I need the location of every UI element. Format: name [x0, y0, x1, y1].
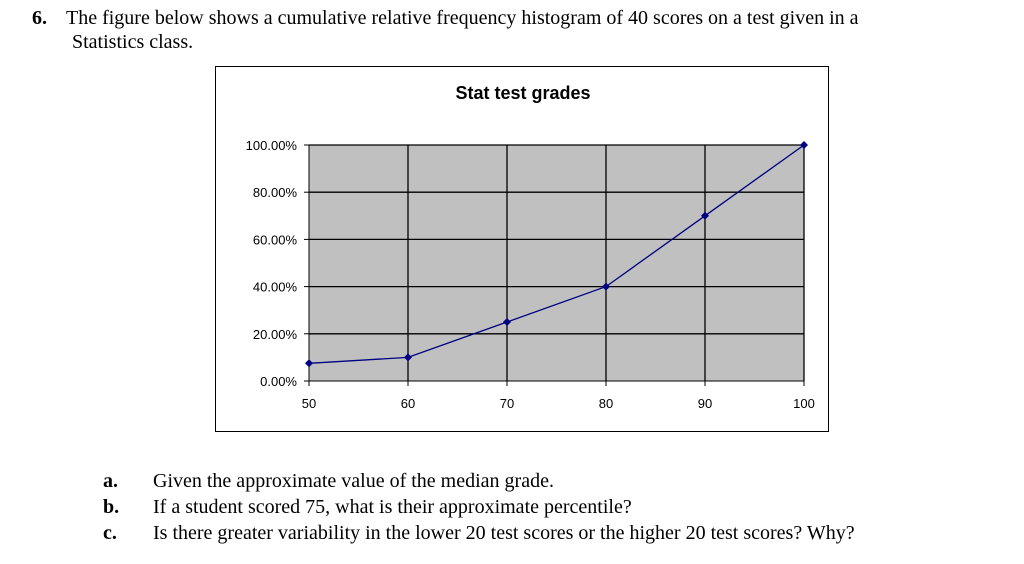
x-tick-label: 90 [698, 396, 712, 411]
question-parts: a. Given the approximate value of the med… [103, 468, 855, 546]
y-tick-label: 40.00% [253, 280, 298, 295]
part-c-text: Is there greater variability in the lowe… [153, 522, 855, 544]
part-b-label: b. [103, 496, 120, 518]
x-tick-label: 100 [793, 396, 815, 411]
data-point [305, 359, 313, 368]
x-tick-label: 60 [401, 396, 415, 411]
question-number: 6. [32, 7, 47, 29]
part-a-label: a. [103, 470, 118, 492]
y-tick-label: 100.00% [246, 138, 298, 153]
data-point [800, 141, 808, 149]
data-point [503, 318, 511, 326]
data-point [701, 211, 709, 220]
chart-svg: Stat test grades 0.00% 20.00% 40.00% 60.00%… [246, 83, 815, 411]
chart: Stat test grades 0.00% 20.00% 40.00% 60.00%… [215, 66, 829, 432]
y-tick-label: 60.00% [253, 232, 298, 247]
x-tick-label: 50 [302, 396, 316, 411]
part-b: b. If a student scored 75, what is their … [103, 494, 855, 520]
plot-area [308, 144, 805, 382]
data-point [404, 353, 412, 362]
part-c-label: c. [103, 522, 117, 544]
y-tick-label: 0.00% [260, 374, 297, 389]
part-a: a. Given the approximate value of the med… [103, 468, 855, 494]
series-line [308, 144, 805, 364]
data-point [602, 282, 610, 291]
question-line-1: The figure below shows a cumulative rela… [66, 7, 859, 29]
question-text: 6. The figure below shows a cumulative re… [32, 6, 1012, 54]
part-c: c. Is there greater variability in the lo… [103, 520, 855, 546]
question-line-2: Statistics class. [72, 31, 194, 53]
x-tick-label: 80 [599, 396, 613, 411]
x-tick-label: 70 [500, 396, 514, 411]
chart-title: Stat test grades [455, 83, 590, 103]
part-b-text: If a student scored 75, what is their ap… [153, 496, 632, 518]
part-a-text: Given the approximate value of the media… [153, 470, 554, 492]
y-tick-label: 20.00% [253, 327, 298, 342]
y-tick-label: 80.00% [253, 185, 298, 200]
